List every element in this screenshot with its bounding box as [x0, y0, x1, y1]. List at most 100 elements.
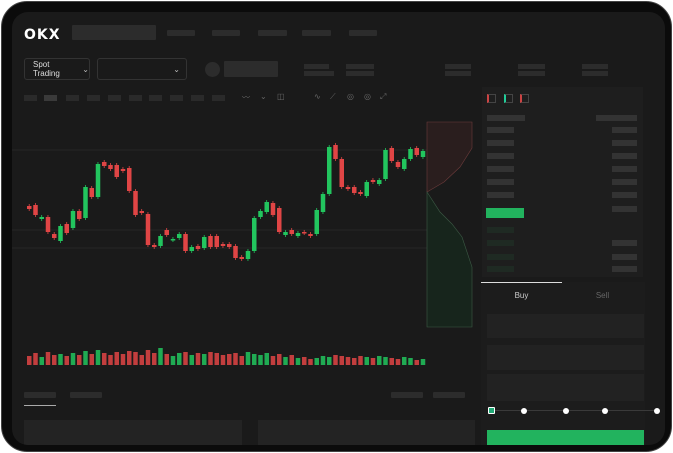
volume-bar: [314, 358, 319, 365]
candle: [345, 187, 351, 189]
spot-trading-button[interactable]: Spot Trading ⌄: [24, 58, 90, 80]
ask-price: [487, 127, 514, 133]
search-bar[interactable]: [72, 25, 156, 40]
timeframe-button[interactable]: [87, 95, 100, 101]
candle: [52, 234, 57, 238]
candle: [127, 168, 132, 191]
candle: [27, 206, 32, 209]
orderbook-header-amount: [596, 115, 637, 121]
candle: [70, 211, 76, 228]
timeframe-button[interactable]: [66, 95, 79, 101]
candle: [102, 162, 107, 166]
volume-bar: [245, 352, 251, 365]
settings-icon[interactable]: ⟋: [330, 92, 336, 101]
volume-bar: [283, 357, 288, 365]
volume-bar: [164, 354, 169, 365]
pair-select[interactable]: ⌄: [97, 58, 187, 80]
volume-bar: [377, 356, 382, 365]
slider-step-50[interactable]: [563, 408, 569, 414]
price-input[interactable]: [487, 314, 644, 338]
fullscreen-icon[interactable]: ◎: [364, 92, 371, 101]
candle: [108, 165, 113, 169]
timeframe-button[interactable]: [44, 95, 57, 101]
depth-asks: [426, 121, 473, 193]
candle: [252, 218, 257, 251]
candle: [277, 208, 282, 232]
slider-step-75[interactable]: [602, 408, 608, 414]
candlestick-chart[interactable]: [12, 102, 482, 382]
volume-bar: [33, 353, 38, 365]
nav-item[interactable]: [258, 30, 287, 36]
nav-item[interactable]: [302, 30, 331, 36]
orderbook-bids-icon[interactable]: [504, 94, 513, 103]
slider-step-25[interactable]: [521, 408, 527, 414]
amount-input[interactable]: [487, 345, 644, 370]
pencil-icon[interactable]: ∿: [314, 92, 321, 101]
timeframe-button[interactable]: [191, 95, 204, 101]
candle: [45, 217, 51, 232]
volume-bar: [258, 355, 263, 365]
tab-buy[interactable]: Buy: [514, 291, 529, 300]
indicator-icon[interactable]: 〰: [242, 93, 250, 102]
timeframe-button[interactable]: [212, 95, 225, 101]
orderbook-asks-icon[interactable]: [520, 94, 529, 103]
candle: [145, 214, 151, 245]
chevron-down-icon[interactable]: ◫: [277, 92, 285, 101]
volume-bar: [95, 350, 101, 365]
slider-step-100[interactable]: [654, 408, 660, 414]
candle: [395, 162, 401, 167]
ask-amount: [612, 153, 637, 159]
last-price: [486, 208, 524, 218]
settings-icon[interactable]: ◎: [347, 92, 354, 101]
volume-bar: [189, 355, 194, 365]
volume-bar: [239, 356, 244, 365]
candle: [64, 224, 69, 233]
volume-bar: [102, 353, 107, 365]
timeframe-button[interactable]: [24, 95, 37, 101]
fullscreen-icon[interactable]: ⤢: [380, 92, 387, 101]
volume-bar: [64, 356, 69, 365]
candle: [308, 234, 313, 236]
okx-logo: OKX: [24, 27, 61, 43]
volume-bar: [133, 352, 138, 365]
buy-submit-button[interactable]: [487, 430, 644, 445]
volume-bar: [114, 352, 119, 365]
draw-line-icon[interactable]: ⌄: [260, 92, 267, 101]
timeframe-button[interactable]: [129, 95, 142, 101]
candle: [289, 230, 294, 234]
depth-bids: [426, 190, 473, 328]
nav-item[interactable]: [167, 30, 195, 36]
tab-sell[interactable]: Sell: [595, 291, 610, 300]
volume-bar: [183, 352, 188, 365]
orderbook-both-icon[interactable]: [487, 94, 496, 103]
candle: [245, 251, 251, 259]
volume-bar: [252, 354, 257, 365]
stat-label: [445, 64, 471, 69]
total-input[interactable]: [487, 374, 644, 401]
ask-price: [487, 153, 514, 159]
timeframe-button[interactable]: [108, 95, 121, 101]
candle: [95, 164, 101, 197]
volume-bar: [83, 351, 88, 365]
candle: [58, 226, 63, 241]
stat-value: [582, 71, 608, 76]
volume-bar: [333, 355, 338, 365]
slider-track[interactable]: [490, 410, 658, 411]
tab-open-orders[interactable]: [24, 392, 56, 398]
volume-bar: [120, 354, 126, 365]
timeframe-button[interactable]: [149, 95, 162, 101]
tab-order-history[interactable]: [70, 392, 102, 398]
filter-button[interactable]: [433, 392, 465, 398]
candle: [39, 217, 44, 219]
coin-icon: [205, 62, 220, 77]
slider-handle[interactable]: [488, 407, 495, 414]
candle: [164, 230, 169, 235]
volume-bar: [402, 357, 407, 365]
stat-value: [346, 71, 374, 76]
nav-item[interactable]: [212, 30, 240, 36]
nav-item[interactable]: [349, 30, 377, 36]
volume-bar: [364, 357, 369, 365]
timeframe-button[interactable]: [170, 95, 183, 101]
filter-button[interactable]: [391, 392, 423, 398]
stat-value: [445, 71, 471, 76]
